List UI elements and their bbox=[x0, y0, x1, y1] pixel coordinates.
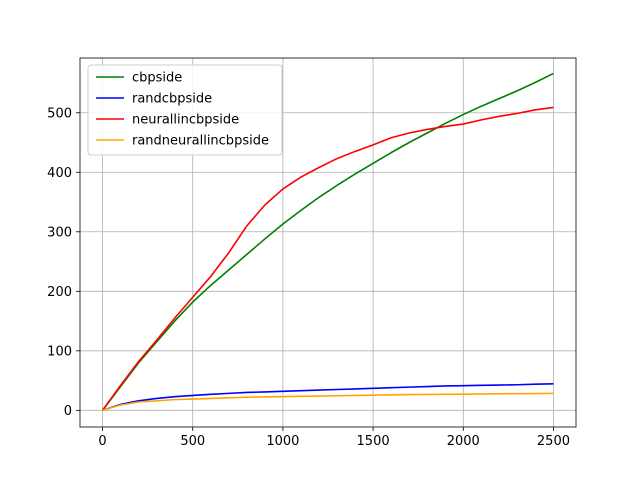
legend-label: randneurallincbpside bbox=[132, 134, 269, 149]
legend-box bbox=[87, 64, 283, 156]
y-tick-label: 500 bbox=[47, 106, 72, 121]
x-tick-label: 2500 bbox=[537, 434, 570, 449]
x-tick-label: 500 bbox=[180, 434, 205, 449]
legend-label: neurallincbpside bbox=[132, 113, 239, 128]
y-tick-label: 100 bbox=[47, 344, 72, 359]
x-tick-label: 1000 bbox=[266, 434, 299, 449]
y-tick-label: 200 bbox=[47, 285, 72, 300]
y-tick-label: 400 bbox=[47, 166, 72, 181]
axes: 0 500 1000 1500 2000 2500 0 100 200 300 400 500 bbox=[47, 57, 577, 449]
y-tick-label: 0 bbox=[64, 404, 72, 419]
x-tick-label: 0 bbox=[98, 434, 106, 449]
series-lines bbox=[101, 72, 554, 412]
series-line-neurallincbpside bbox=[101, 106, 554, 411]
y-tick-label: 300 bbox=[47, 225, 72, 240]
x-tick-label: 1500 bbox=[357, 434, 390, 449]
legend-label: cbpside bbox=[132, 71, 182, 86]
series-line-randcbpside bbox=[102, 383, 554, 412]
plot-frame bbox=[79, 57, 577, 428]
legend-label: randcbpside bbox=[132, 92, 212, 107]
series-line-randneurallincbpside bbox=[102, 392, 554, 412]
series-line-cbpside bbox=[101, 72, 554, 411]
x-tick-label: 2000 bbox=[447, 434, 480, 449]
legend: cbpside randcbpside neurallincbpside randne… bbox=[87, 64, 283, 156]
